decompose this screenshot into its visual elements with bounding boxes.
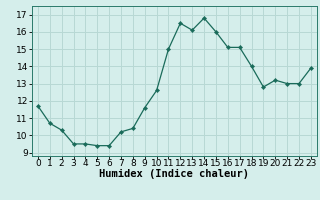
X-axis label: Humidex (Indice chaleur): Humidex (Indice chaleur) xyxy=(100,169,249,179)
